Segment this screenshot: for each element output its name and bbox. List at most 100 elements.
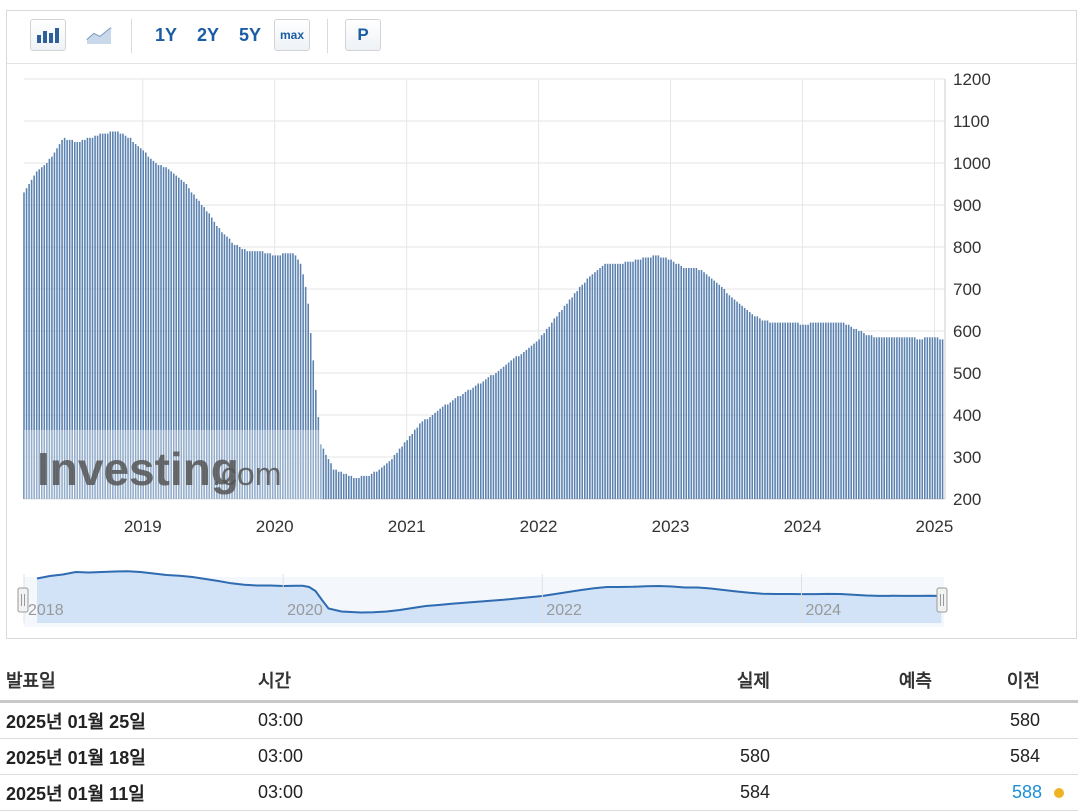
bar[interactable] [454,398,457,499]
bar[interactable] [548,326,551,499]
bar[interactable] [441,406,444,499]
bar[interactable] [243,249,246,499]
bar[interactable] [457,396,459,499]
bar[interactable] [538,339,540,499]
bar[interactable] [690,268,693,499]
bar[interactable] [251,251,254,499]
bar[interactable] [759,318,761,499]
bar[interactable] [576,291,578,499]
bar[interactable] [482,381,485,499]
bar[interactable] [79,142,81,499]
bar[interactable] [233,244,236,499]
bar[interactable] [624,261,627,499]
bar[interactable] [139,148,142,500]
bar[interactable] [167,169,170,500]
bar[interactable] [573,293,576,499]
bar[interactable] [845,324,847,499]
bar[interactable] [388,461,391,499]
bar[interactable] [632,261,634,499]
bar[interactable] [431,415,434,499]
bar[interactable] [162,167,165,499]
bar[interactable] [896,337,898,499]
bar[interactable] [370,473,373,499]
bar[interactable] [446,404,449,500]
bar[interactable] [939,339,941,499]
bar[interactable] [348,475,350,499]
bar[interactable] [515,356,518,499]
bar[interactable] [551,322,553,499]
bar[interactable] [416,427,419,499]
bar[interactable] [307,303,309,499]
bar[interactable] [916,339,918,499]
bar[interactable] [221,232,223,500]
bar[interactable] [523,352,525,499]
bar[interactable] [614,263,617,499]
bar[interactable] [299,263,302,499]
bar[interactable] [150,158,152,500]
bar[interactable] [218,228,221,499]
bar[interactable] [391,459,393,499]
bar[interactable] [819,322,822,499]
bar[interactable] [271,255,274,499]
bar[interactable] [863,333,865,499]
bar[interactable] [507,362,510,500]
bar[interactable] [901,337,903,499]
bar[interactable] [533,343,535,499]
bar[interactable] [246,251,249,499]
bar[interactable] [315,389,317,499]
bar[interactable] [525,349,528,499]
bar[interactable] [345,473,348,499]
bar[interactable] [792,322,794,499]
navigator-left-handle[interactable] [17,587,29,613]
bar[interactable] [386,463,388,499]
bar[interactable] [424,419,426,499]
bar[interactable] [320,444,322,499]
navigator-right-handle[interactable] [936,587,948,613]
bar[interactable] [906,337,908,499]
header-actual[interactable]: 실제 [624,660,776,703]
bar[interactable] [30,179,33,500]
bar[interactable] [634,259,637,499]
bar[interactable] [596,270,599,499]
bar[interactable] [360,475,363,499]
bar[interactable] [921,339,924,499]
bar[interactable] [599,268,601,499]
bar[interactable] [434,412,436,499]
bar[interactable] [675,263,677,499]
bar[interactable] [660,257,662,500]
bar[interactable] [157,165,160,499]
bar[interactable] [304,286,307,499]
bar[interactable] [203,207,205,499]
bar[interactable] [238,247,241,499]
bar[interactable] [705,274,708,499]
bar[interactable] [868,335,870,499]
bar[interactable] [337,471,340,499]
header-date[interactable]: 발표일 [0,660,252,703]
bar[interactable] [855,328,858,499]
bar[interactable] [210,217,213,499]
bar[interactable] [183,181,185,499]
bar[interactable] [276,255,279,499]
bar[interactable] [789,322,792,499]
bar[interactable] [142,150,145,499]
bar[interactable] [860,331,863,499]
range-5y-button[interactable]: 5Y [238,24,262,45]
bar[interactable] [807,324,809,499]
bar[interactable] [66,139,68,499]
bar[interactable] [670,259,672,499]
bar[interactable] [865,335,868,499]
bar[interactable] [497,370,500,499]
bar[interactable] [58,144,61,499]
bar[interactable] [827,322,830,499]
bar[interactable] [155,163,157,499]
bar[interactable] [647,257,650,500]
bar[interactable] [713,280,715,499]
bar[interactable] [797,322,799,499]
bar[interactable] [766,320,769,500]
bar[interactable] [137,146,139,499]
bar[interactable] [449,402,452,499]
bar[interactable] [619,263,622,499]
bar[interactable] [421,421,424,499]
bar[interactable] [393,454,396,499]
bar[interactable] [883,337,885,499]
